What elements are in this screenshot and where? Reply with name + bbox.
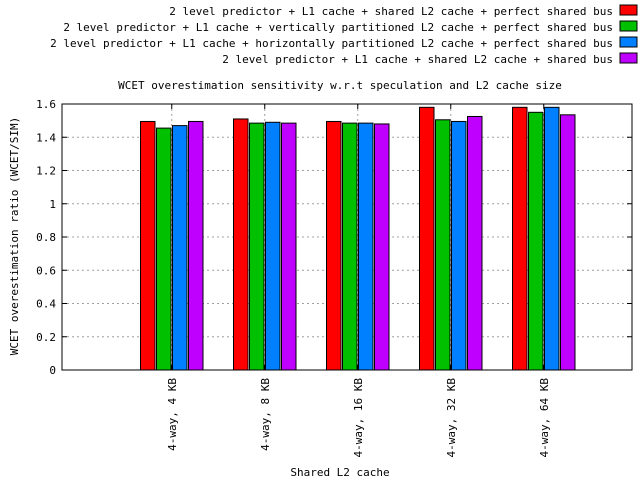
legend-label: 2 level predictor + L1 cache + shared L2… [222,53,613,66]
bar [528,111,544,371]
bar [560,114,576,371]
x-tick-label: 4-way, 64 KB [538,378,551,458]
y-tick-label: 0.2 [36,331,56,344]
x-tick-label: 4-way, 32 KB [445,378,458,458]
bar [374,123,390,371]
bar [342,122,358,371]
chart-title: WCET overestimation sensitivity w.r.t sp… [118,79,562,92]
y-tick-label: 1.4 [36,131,56,144]
bar [188,120,204,371]
bar [435,119,451,371]
bar [172,125,188,371]
bar [544,106,560,371]
bar [281,122,297,371]
x-tick-label: 4-way, 16 KB [352,378,365,458]
legend-label: 2 level predictor + L1 cache + shared L2… [169,5,613,18]
y-tick-label: 0.6 [36,264,56,277]
bar [512,106,528,371]
y-tick-label: 1.2 [36,165,56,178]
legend-swatch [619,20,638,32]
x-tick-label: 4-way, 4 KB [166,378,179,451]
y-axis-label: WCET overestimation ratio (WCET/SIM) [8,117,21,355]
x-axis-label: Shared L2 cache [290,466,389,479]
bar [467,115,483,371]
bar [451,120,467,371]
bar [156,127,172,371]
x-axis: 4-way, 4 KB 4-way, 8 KB 4-way, 16 KB 4-way,… [166,104,551,457]
bar [233,118,249,371]
y-tick-label: 0 [49,364,56,377]
bar [358,122,374,371]
bar [249,122,265,371]
y-tick-label: 1 [49,198,56,211]
y-axis: 0 0.2 0.4 0.6 0.8 1 1.2 1.4 1.6 [36,98,632,377]
bar [326,120,342,371]
bar [265,121,281,371]
legend-swatch [619,36,638,48]
legend-swatch [619,52,638,64]
legend: 2 level predictor + L1 cache + shared L2… [50,4,638,66]
x-tick-label: 4-way, 8 KB [259,378,272,451]
bar [140,120,156,371]
y-tick-label: 0.8 [36,231,56,244]
legend-label: 2 level predictor + L1 cache + horizonta… [50,37,613,50]
legend-label: 2 level predictor + L1 cache + verticall… [63,21,613,34]
bars [140,106,576,371]
bar [419,106,435,371]
y-tick-label: 0.4 [36,298,56,311]
legend-swatch [619,4,638,16]
y-tick-label: 1.6 [36,98,56,111]
